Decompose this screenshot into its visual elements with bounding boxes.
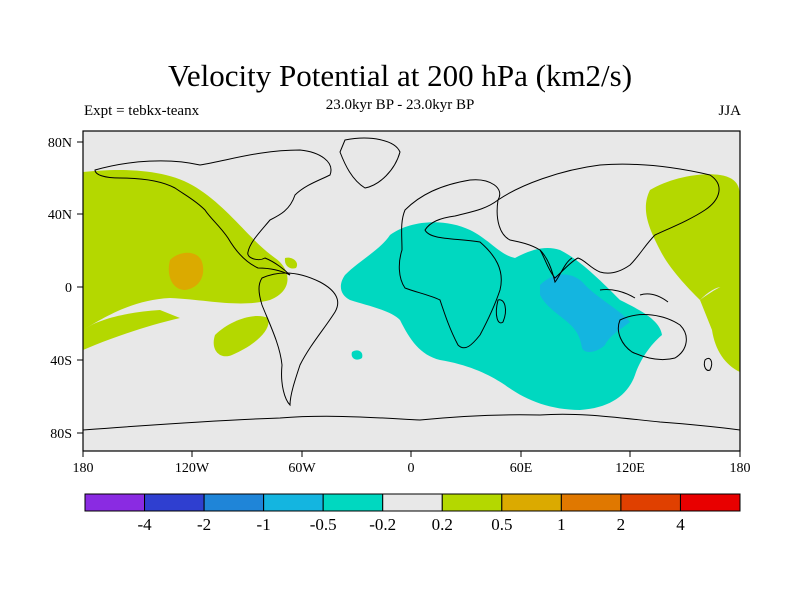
lat-tick-marks <box>77 141 83 434</box>
colorbar-box-9 <box>620 493 681 512</box>
lon-label-60w: 60W <box>288 461 316 476</box>
colorbar-box-7 <box>501 493 562 512</box>
coastlines <box>82 137 741 431</box>
colorbar-box-4 <box>322 493 384 512</box>
colorbar-box-1 <box>144 493 205 512</box>
lon-tick-marks <box>82 451 741 457</box>
positive-anomaly-regions <box>83 169 740 372</box>
lon-label-120e: 120E <box>615 461 645 476</box>
colorbar: -4 -2 -1 -0.5 -0.2 0.2 0.5 1 2 4 <box>84 493 741 534</box>
colorbar-label-2: -1 <box>257 515 271 534</box>
positive-max-region <box>168 252 204 290</box>
colorbar-box-6 <box>441 493 503 512</box>
lat-label-eq: 0 <box>65 281 72 296</box>
lon-label-180e: 180 <box>730 461 751 476</box>
lon-label-120w: 120W <box>175 461 210 476</box>
colorbar-label-5: 0.2 <box>432 515 453 534</box>
season-label: JJA <box>718 103 741 119</box>
experiment-label: Expt = tebkx-teanx <box>84 103 200 119</box>
colorbar-label-1: -2 <box>197 515 211 534</box>
colorbar-box-2 <box>203 493 265 512</box>
lon-label-180w: 180 <box>73 461 94 476</box>
lat-label-40n: 40N <box>48 208 72 223</box>
colorbar-label-4: -0.2 <box>369 515 396 534</box>
colorbar-box-10 <box>679 493 741 512</box>
colorbar-label-6: 0.5 <box>491 515 512 534</box>
colorbar-label-7: 1 <box>557 515 566 534</box>
colorbar-box-8 <box>560 493 622 512</box>
map-subtitle: 23.0kyr BP - 23.0kyr BP <box>325 97 475 113</box>
negative-anomaly-regions <box>340 222 662 410</box>
colorbar-box-3 <box>263 493 324 512</box>
colorbar-box-5 <box>382 493 443 512</box>
map-title: Velocity Potential at 200 hPa (km2/s) <box>167 58 633 93</box>
colorbar-label-3: -0.5 <box>310 515 337 534</box>
lon-label-0: 0 <box>408 461 415 476</box>
lon-label-60e: 60E <box>510 461 533 476</box>
lat-label-40s: 40S <box>50 354 72 369</box>
colorbar-box-0 <box>84 493 146 512</box>
colorbar-label-9: 4 <box>676 515 685 534</box>
colorbar-label-0: -4 <box>137 515 152 534</box>
colorbar-label-8: 2 <box>617 515 626 534</box>
negative-min-region <box>540 274 630 352</box>
lat-label-80s: 80S <box>50 427 72 442</box>
lat-label-80n: 80N <box>48 136 72 151</box>
